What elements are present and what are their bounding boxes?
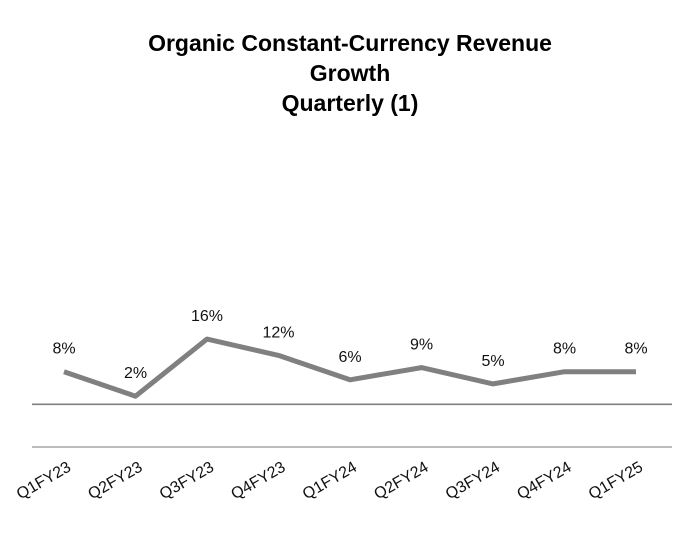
chart-title-line-3: Quarterly (1) xyxy=(281,90,419,116)
data-label-9: 8% xyxy=(624,341,647,358)
x-tick-label-2: Q2FY23 xyxy=(85,459,145,504)
data-label-2: 2% xyxy=(124,365,147,382)
x-tick-label-4: Q4FY23 xyxy=(228,459,288,504)
data-label-4: 12% xyxy=(262,324,294,341)
x-tick-label-5: Q1FY24 xyxy=(300,459,360,504)
chart-title-line-1: Organic Constant-Currency Revenue xyxy=(148,30,552,56)
chart-title-line-2: Growth xyxy=(309,60,391,86)
x-tick-label-3: Q3FY23 xyxy=(157,459,217,504)
data-label-1: 8% xyxy=(52,341,75,358)
x-tick-label-9: Q1FY25 xyxy=(586,459,646,504)
data-label-8: 8% xyxy=(553,341,576,358)
series-line xyxy=(63,336,636,399)
x-tick-label-1: Q1FY23 xyxy=(14,459,74,504)
data-label-5: 6% xyxy=(338,349,361,366)
data-label-3: 16% xyxy=(191,308,223,325)
data-label-6: 9% xyxy=(410,337,433,354)
x-tick-label-6: Q2FY24 xyxy=(371,459,431,504)
chart-title: Organic Constant-Currency Revenue Growth… xyxy=(0,28,700,118)
x-tick-label-8: Q4FY24 xyxy=(514,459,574,504)
x-tick-label-7: Q3FY24 xyxy=(443,459,503,504)
data-label-7: 5% xyxy=(481,353,504,370)
